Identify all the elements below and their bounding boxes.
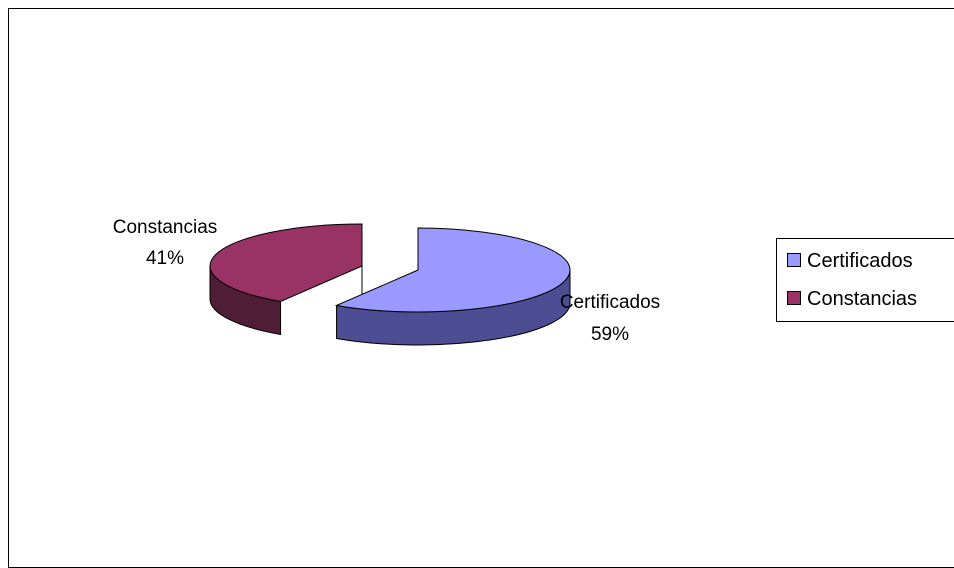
legend-label-constancias: Constancias: [807, 288, 918, 310]
pie-chart: Constancias 41% Certificados 59%: [113, 217, 660, 346]
legend-label-certificados: Certificados: [807, 250, 913, 272]
pie-slice-certificados: [334, 227, 571, 346]
slice-label-name-constancias: Constancias: [113, 217, 218, 238]
pie-slice-constancias: [209, 223, 363, 336]
slice-label-pct-certificados: 59%: [591, 324, 629, 345]
legend-swatch-certificados: [787, 252, 801, 267]
slice-top-certificados: [334, 227, 571, 313]
slice-label-name-certificados: Certificados: [560, 292, 660, 313]
slice-label-pct-constancias: 41%: [146, 248, 184, 269]
legend-item-certificados: Certificados: [787, 249, 913, 273]
legend-swatch-constancias: [787, 290, 801, 305]
chart-legend: Certificados Constancias: [776, 238, 954, 322]
slice-top-constancias: [209, 223, 363, 302]
pie-slices: [209, 223, 571, 346]
legend-item-constancias: Constancias: [787, 287, 917, 311]
